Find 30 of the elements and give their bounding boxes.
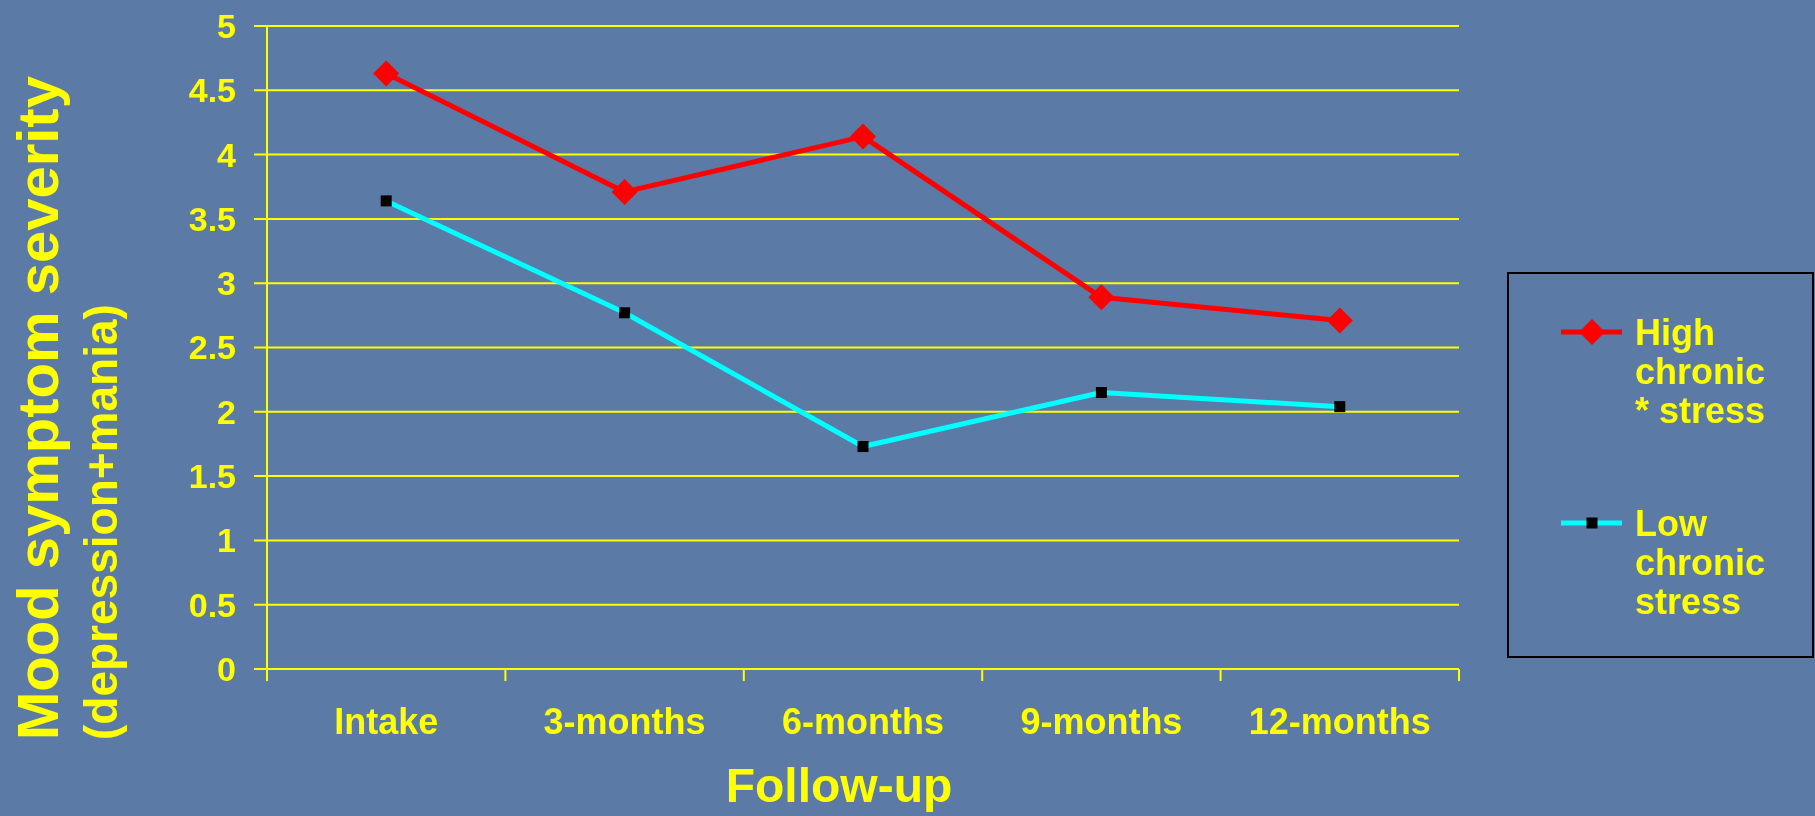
x-tick-label: 6-months xyxy=(782,701,944,742)
point xyxy=(850,123,876,150)
y-tick-label: 2 xyxy=(217,392,236,431)
y-tick-label: 5 xyxy=(217,6,236,45)
y-tick-label: 4.5 xyxy=(188,71,236,110)
y-tick-label: 3.5 xyxy=(188,199,236,238)
y-tick-label: 3 xyxy=(217,264,236,303)
x-tick-label: 12-months xyxy=(1248,701,1431,742)
point xyxy=(857,441,869,453)
point xyxy=(611,178,638,205)
y-tick-label: 0 xyxy=(217,649,236,688)
y-tick-label: 1.5 xyxy=(188,457,236,495)
y-tick-label: 2.5 xyxy=(188,328,236,367)
point xyxy=(1088,284,1115,311)
y-axis-title: Mood symptom severity (depression+mania) xyxy=(5,76,127,740)
x-tick-label: Intake xyxy=(334,701,439,742)
x-tick-label: 9-months xyxy=(1020,701,1183,742)
point xyxy=(1095,387,1107,399)
y-tick-label: 1 xyxy=(217,521,236,560)
x-tick-label: 3-months xyxy=(543,701,706,742)
legend-label: Low chronic stress xyxy=(1635,503,1766,622)
point xyxy=(619,307,631,319)
point xyxy=(1326,307,1353,334)
point xyxy=(1334,401,1346,413)
point xyxy=(380,195,392,207)
y-tick-label: 0.5 xyxy=(188,585,236,624)
legend-label: High chronic * stress xyxy=(1635,312,1766,431)
point xyxy=(373,60,400,87)
x-axis-title: Follow-up xyxy=(725,759,953,812)
y-tick-label: 4 xyxy=(217,135,237,174)
